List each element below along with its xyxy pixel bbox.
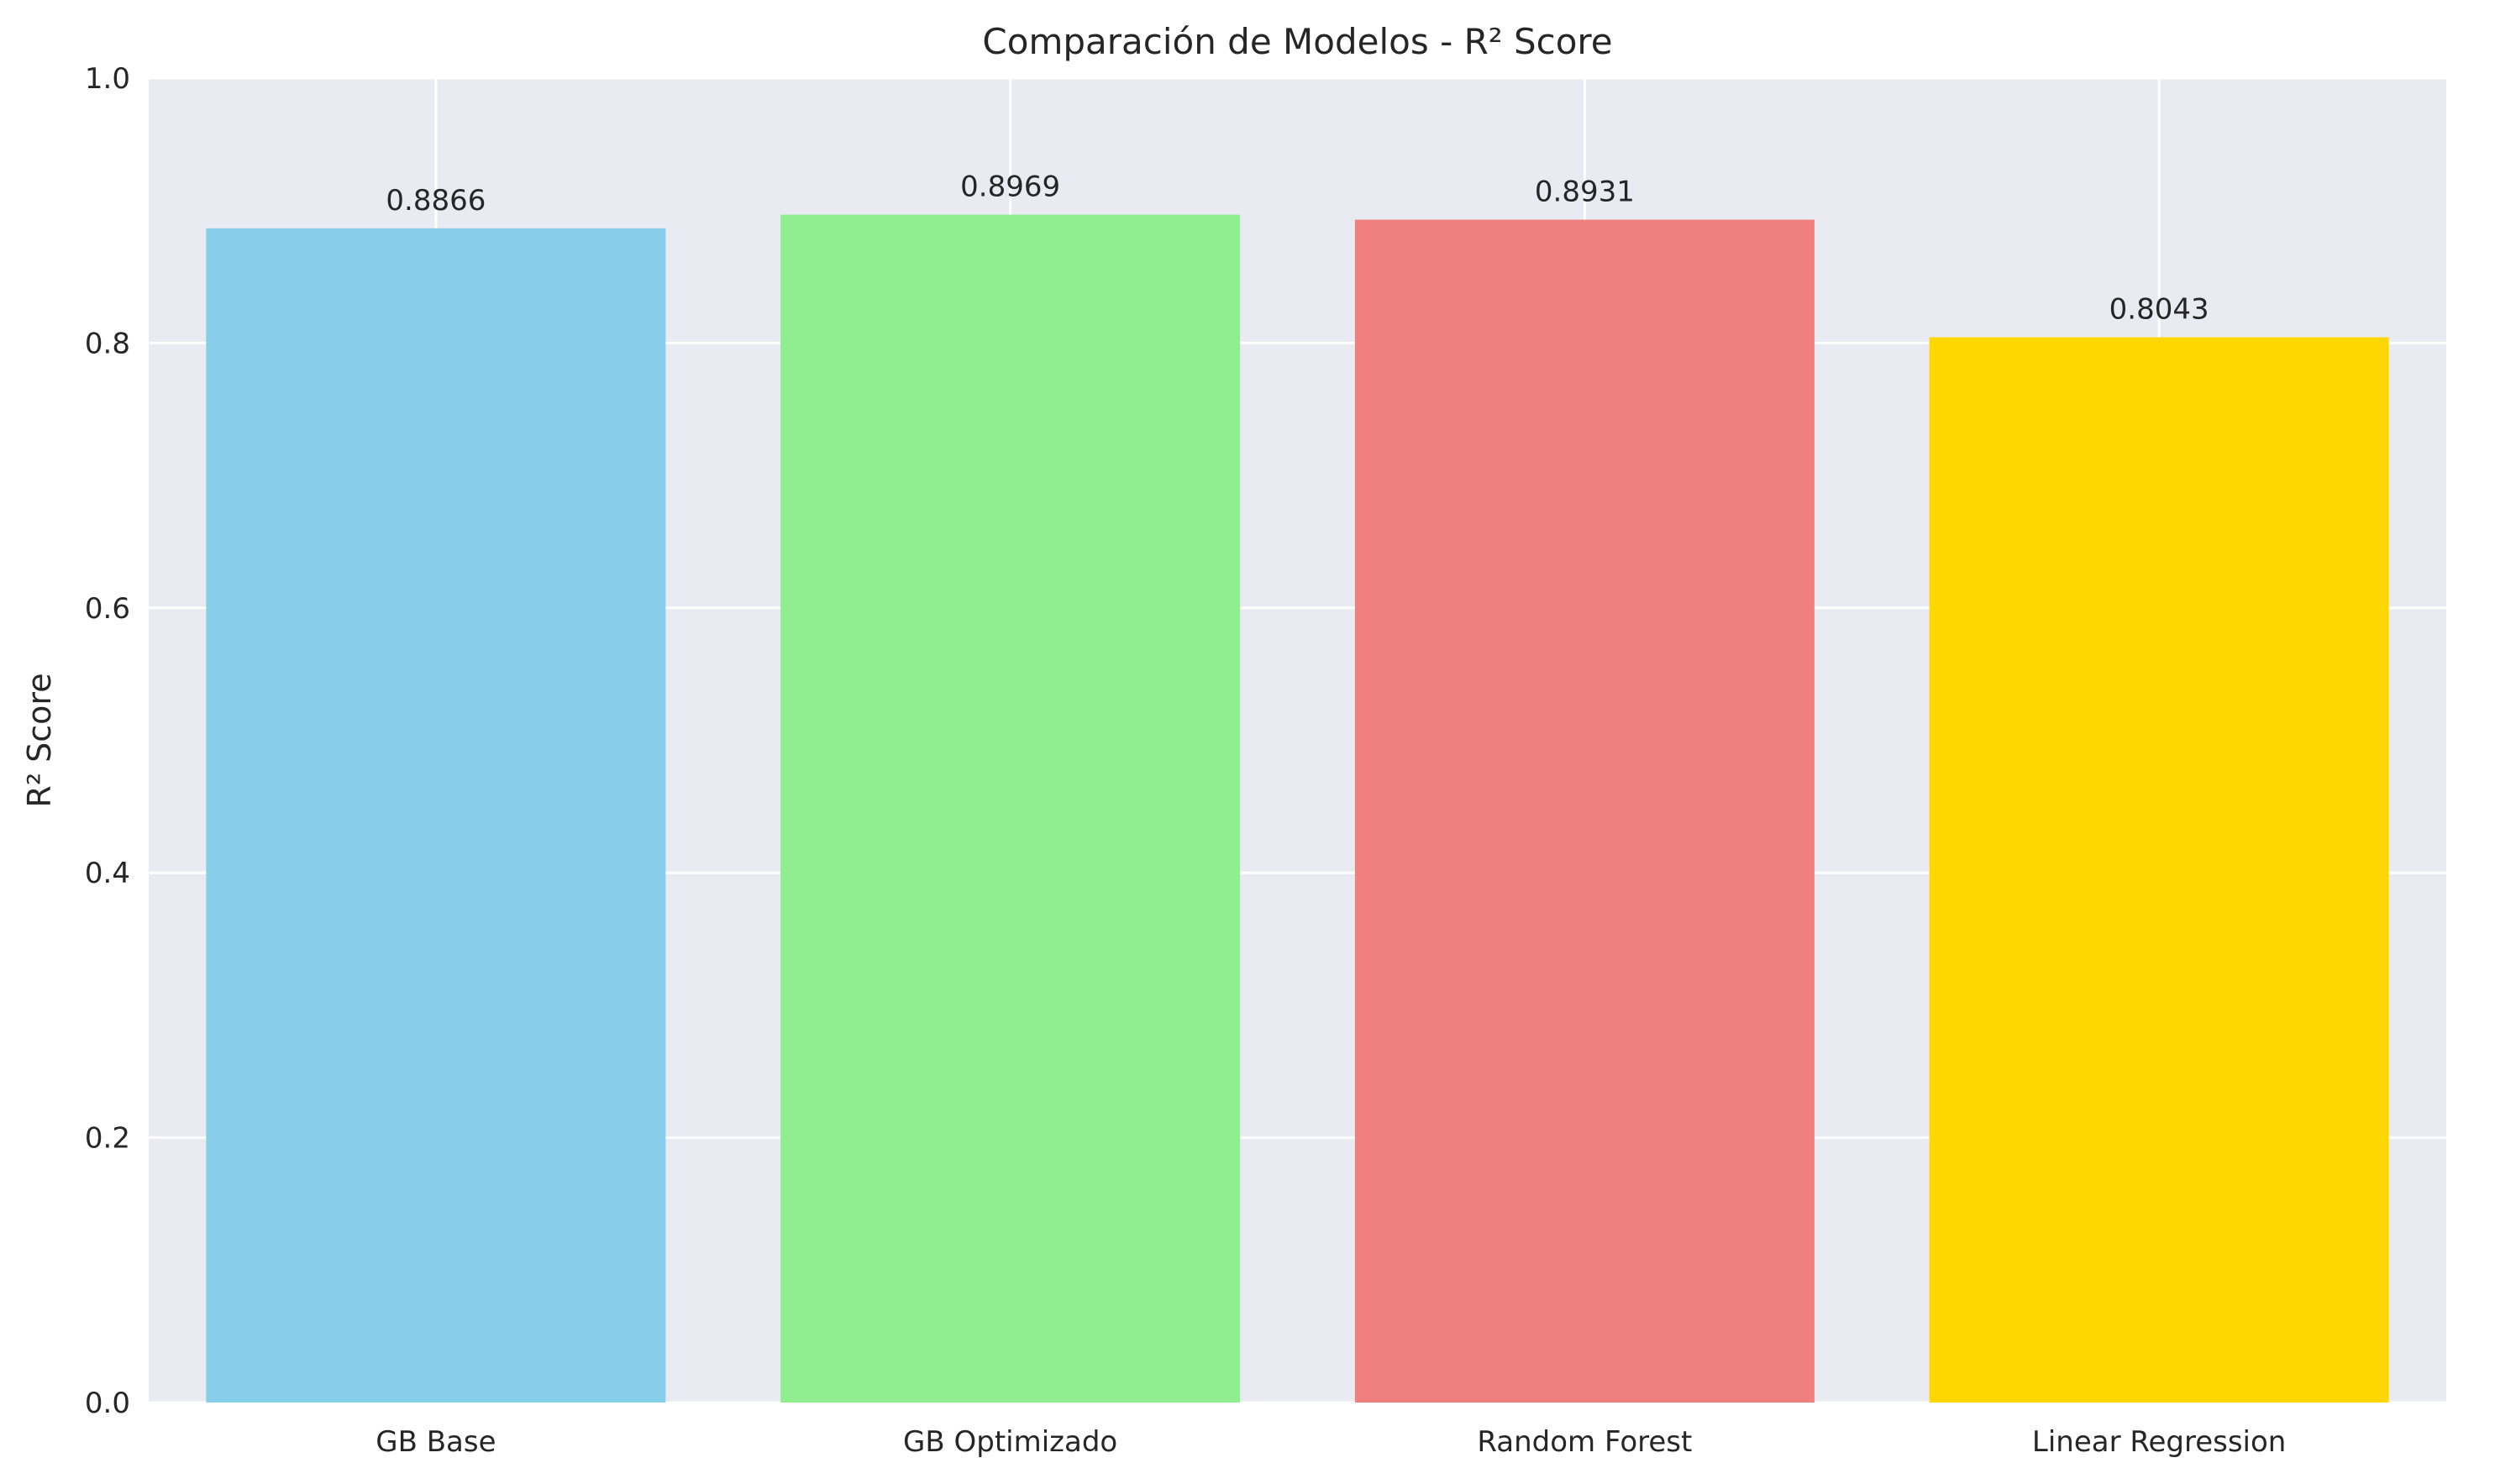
data-label: 0.8866	[386, 184, 486, 218]
data-label: 0.8043	[2109, 293, 2209, 327]
data-label: 0.8931	[1535, 176, 1635, 209]
y-tick-label: 0.0	[85, 1387, 130, 1420]
data-label: 0.8969	[960, 170, 1060, 204]
x-tick-label: Linear Regression	[2032, 1425, 2286, 1459]
y-tick-label: 0.4	[85, 857, 130, 890]
x-tick-label: Random Forest	[1477, 1425, 1692, 1459]
x-tick-label: GB Base	[376, 1425, 496, 1459]
y-tick-label: 1.0	[85, 62, 130, 96]
bar-gb-optimizado	[780, 214, 1241, 1403]
x-tick-label: GB Optimizado	[903, 1425, 1117, 1459]
x-axis-ticks: GB Base GB Optimizado Random Forest Linear …	[376, 1425, 2286, 1459]
data-labels: 0.8866 0.8969 0.8931 0.8043	[386, 170, 2209, 327]
y-tick-label: 0.6	[85, 592, 130, 626]
bar-gb-base	[206, 228, 666, 1403]
y-axis-label: R² Score	[21, 673, 58, 807]
bar-linear-regression	[1929, 337, 2389, 1403]
y-tick-label: 0.2	[85, 1122, 130, 1156]
bar-random-forest	[1354, 219, 1815, 1403]
bars	[206, 214, 2389, 1403]
chart-title: Comparación de Modelos - R² Score	[982, 21, 1612, 62]
y-tick-label: 0.8	[85, 327, 130, 360]
y-axis-ticks: 0.0 0.2 0.4 0.6 0.8 1.0	[85, 62, 130, 1420]
